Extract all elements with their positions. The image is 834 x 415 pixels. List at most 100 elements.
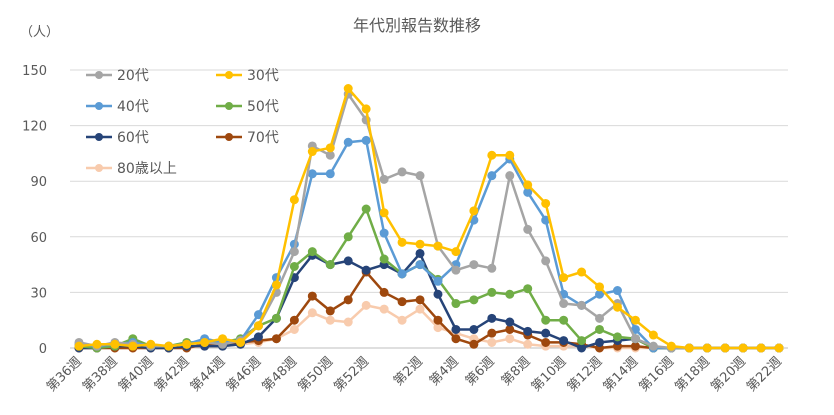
data-point — [289, 324, 299, 334]
data-point — [289, 261, 299, 271]
x-tick-label: 第22週 — [744, 354, 785, 395]
data-point — [325, 315, 335, 325]
legend-item: 20代 — [86, 68, 149, 84]
data-point — [289, 195, 299, 205]
data-point — [559, 336, 569, 346]
data-point — [451, 334, 461, 344]
y-axis-ticks: 0 30 60 90 120 150 — [22, 64, 47, 357]
data-point — [433, 241, 443, 251]
data-point — [577, 336, 587, 346]
x-tick-label: 第52週 — [331, 354, 372, 395]
data-point — [523, 339, 533, 349]
data-point — [469, 260, 479, 270]
data-point — [343, 232, 353, 242]
data-point — [505, 334, 515, 344]
data-point — [307, 147, 317, 157]
data-point — [361, 135, 371, 145]
data-point — [379, 174, 389, 184]
data-point — [343, 256, 353, 266]
data-point — [505, 150, 515, 160]
data-point — [146, 339, 156, 349]
data-point — [164, 341, 174, 351]
data-point — [595, 282, 605, 292]
data-point — [433, 289, 443, 299]
data-point — [379, 208, 389, 218]
data-point — [379, 287, 389, 297]
data-point — [487, 337, 497, 347]
series-line — [77, 252, 781, 350]
legend-item: 60代 — [86, 130, 149, 146]
data-point — [541, 315, 551, 325]
data-point — [469, 295, 479, 305]
x-tick-label: 第14週 — [601, 354, 642, 395]
y-tick-label: 120 — [22, 120, 47, 135]
legend-label: 30代 — [247, 68, 279, 84]
data-point — [720, 343, 730, 353]
y-tick-label: 30 — [30, 286, 47, 301]
data-point — [559, 315, 569, 325]
data-point — [559, 299, 569, 309]
data-point — [523, 326, 533, 336]
data-point — [612, 286, 622, 296]
legend-swatch-marker — [225, 102, 233, 110]
data-point — [612, 302, 622, 312]
data-point — [612, 332, 622, 342]
data-point — [415, 304, 425, 314]
data-point — [110, 339, 120, 349]
legend-label: 50代 — [247, 99, 279, 115]
y-axis-unit-label: （人） — [20, 25, 59, 40]
legend-item: 50代 — [216, 99, 279, 115]
data-point — [433, 276, 443, 286]
data-point — [325, 306, 335, 316]
data-point — [541, 198, 551, 208]
data-point — [451, 299, 461, 309]
legend-label: 40代 — [117, 99, 149, 115]
data-point — [271, 313, 281, 323]
series-line — [77, 207, 781, 350]
data-point — [200, 337, 210, 347]
legend-label: 70代 — [247, 130, 279, 146]
series-layer — [74, 84, 784, 353]
data-point — [684, 343, 694, 353]
data-point — [379, 304, 389, 314]
data-point — [648, 330, 658, 340]
data-point — [487, 150, 497, 160]
data-point — [415, 248, 425, 258]
data-point — [433, 315, 443, 325]
data-point — [523, 224, 533, 234]
series-5 — [74, 248, 784, 353]
data-point — [379, 254, 389, 264]
data-point — [397, 269, 407, 279]
data-point — [505, 317, 515, 327]
series-2 — [74, 84, 784, 353]
data-point — [307, 308, 317, 318]
data-point — [415, 239, 425, 249]
data-point — [343, 295, 353, 305]
x-tick-label: 第36週 — [44, 354, 85, 395]
data-point — [487, 313, 497, 323]
legend: 20代 30代 40代 50代 60代 70代 80歳以上 — [86, 68, 279, 177]
data-point — [289, 247, 299, 257]
data-point — [451, 247, 461, 257]
series-4 — [74, 204, 784, 353]
x-axis-ticks: 第36週第38週第40週第42週第44週第46週第48週第50週第52週 第2週第… — [44, 354, 785, 395]
data-point — [218, 334, 228, 344]
data-point — [397, 167, 407, 177]
data-point — [577, 267, 587, 277]
data-point — [253, 321, 263, 331]
data-point — [469, 339, 479, 349]
legend-swatch-marker — [225, 71, 233, 79]
data-point — [451, 265, 461, 275]
data-point — [307, 247, 317, 257]
data-point — [505, 289, 515, 299]
x-tick-label: 第18週 — [672, 354, 713, 395]
data-point — [325, 169, 335, 179]
x-tick-label: 第2週 — [391, 354, 426, 389]
data-point — [487, 263, 497, 273]
data-point — [505, 324, 515, 334]
data-point — [253, 332, 263, 342]
data-point — [559, 273, 569, 283]
legend-item: 40代 — [86, 99, 149, 115]
data-point — [289, 315, 299, 325]
data-point — [577, 343, 587, 353]
